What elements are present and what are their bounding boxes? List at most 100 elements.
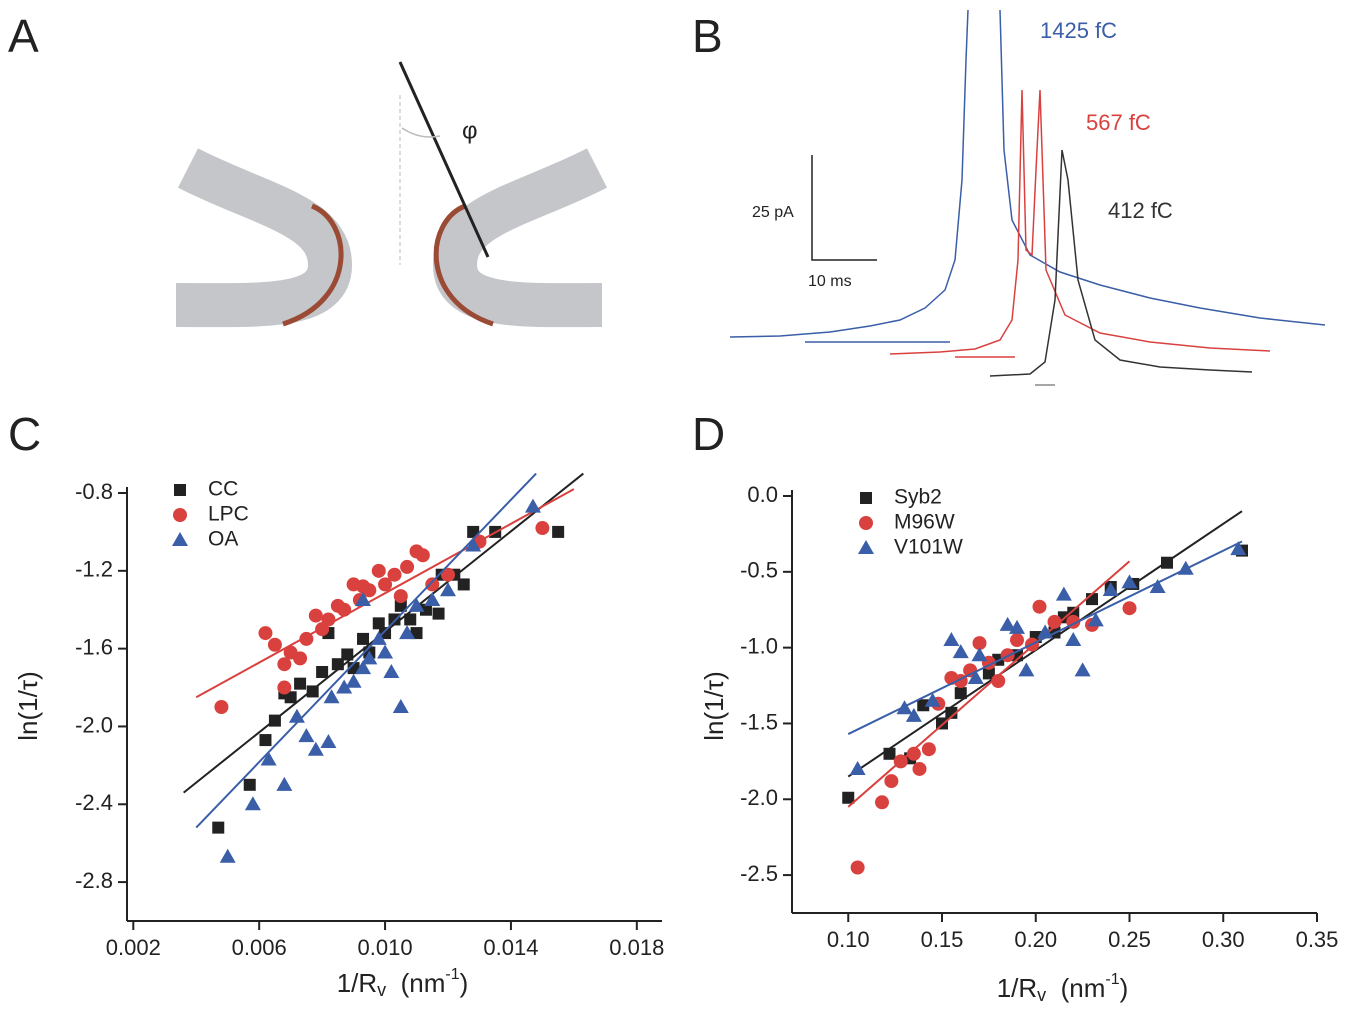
marker bbox=[399, 625, 416, 640]
marker bbox=[924, 692, 941, 707]
diagram-a: φ bbox=[175, 61, 608, 328]
marker bbox=[999, 616, 1016, 631]
marker bbox=[1009, 619, 1025, 634]
x-axis-title-part: -1 bbox=[445, 966, 459, 983]
marker bbox=[214, 700, 229, 714]
membrane-right bbox=[432, 148, 608, 328]
marker bbox=[1087, 612, 1104, 627]
marker bbox=[465, 537, 482, 552]
x-axis-title-part: ) bbox=[460, 968, 469, 998]
x-axis-title-part: 1/R bbox=[997, 973, 1037, 1003]
x-axis-title-part: 1/R bbox=[337, 968, 377, 998]
x-axis-title-part: v bbox=[1037, 985, 1046, 1005]
marker bbox=[952, 644, 969, 659]
marker bbox=[308, 608, 323, 623]
x-tick-label: 0.018 bbox=[609, 935, 664, 960]
y-axis-title: ln(1/τ) bbox=[699, 671, 729, 741]
x-tick-label: 0.014 bbox=[483, 935, 538, 960]
legend-label: Syb2 bbox=[894, 486, 942, 509]
marker bbox=[260, 751, 277, 766]
marker bbox=[392, 699, 409, 713]
marker bbox=[991, 673, 1006, 688]
x-axis-title: 1/Rv (nm-1) bbox=[997, 971, 1129, 1005]
x-tick-label: 0.10 bbox=[827, 927, 870, 952]
marker bbox=[906, 746, 921, 761]
marker bbox=[316, 665, 329, 678]
trace bbox=[889, 89, 1271, 355]
fit-line bbox=[195, 472, 537, 829]
protein-left bbox=[282, 203, 344, 327]
protein-right bbox=[433, 203, 494, 327]
y-tick-label: -2.0 bbox=[740, 785, 778, 810]
marker bbox=[1055, 586, 1072, 601]
marker bbox=[377, 644, 394, 659]
panel-label: C bbox=[8, 408, 41, 460]
scale-bar bbox=[811, 155, 877, 261]
marker bbox=[432, 607, 445, 620]
legend-label: M96W bbox=[894, 511, 955, 534]
marker bbox=[372, 617, 385, 630]
marker bbox=[320, 734, 337, 749]
y-tick-label: -0.5 bbox=[740, 558, 778, 583]
marker bbox=[535, 521, 550, 536]
marker bbox=[336, 679, 353, 694]
marker bbox=[284, 691, 297, 704]
fit-line bbox=[195, 488, 575, 699]
marker bbox=[982, 667, 995, 680]
fit-line bbox=[847, 540, 1243, 735]
marker bbox=[294, 677, 307, 690]
marker bbox=[277, 657, 292, 672]
marker bbox=[371, 563, 386, 578]
marker bbox=[276, 776, 293, 791]
x-tick-label: 0.15 bbox=[921, 927, 964, 952]
y-tick-label: -2.4 bbox=[75, 790, 113, 815]
x-axis-title-part: ) bbox=[1120, 973, 1129, 1003]
x-axis-title-part: (nm bbox=[1046, 973, 1105, 1003]
x-tick-label: 0.25 bbox=[1108, 927, 1151, 952]
fit-line bbox=[847, 510, 1243, 778]
marker bbox=[905, 707, 922, 722]
x-axis-title-part: -1 bbox=[1105, 971, 1119, 988]
angle-line bbox=[398, 61, 490, 258]
y-tick-label: 0.0 bbox=[747, 482, 778, 507]
marker bbox=[259, 734, 272, 747]
marker bbox=[355, 660, 372, 675]
marker bbox=[341, 648, 354, 661]
membrane-left bbox=[175, 148, 353, 328]
marker bbox=[424, 592, 441, 606]
marker bbox=[1230, 541, 1247, 556]
marker bbox=[1047, 614, 1062, 629]
marker bbox=[850, 860, 865, 875]
marker bbox=[244, 796, 261, 811]
marker bbox=[400, 559, 415, 574]
marker bbox=[524, 498, 541, 513]
trace-label: 412 fC bbox=[1108, 198, 1173, 223]
marker bbox=[212, 821, 225, 834]
marker bbox=[267, 637, 282, 652]
marker bbox=[1149, 578, 1166, 593]
marker bbox=[419, 603, 432, 616]
marker bbox=[1032, 599, 1047, 614]
marker bbox=[219, 848, 236, 863]
marker bbox=[457, 578, 470, 591]
marker bbox=[842, 791, 855, 804]
y-tick-label: -1.5 bbox=[740, 709, 778, 734]
legend-label: V101W bbox=[894, 536, 963, 559]
x-tick-label: 0.30 bbox=[1202, 927, 1245, 952]
marker bbox=[408, 597, 425, 612]
marker bbox=[258, 626, 273, 641]
marker bbox=[849, 760, 866, 775]
marker bbox=[345, 673, 362, 688]
x-axis-title: 1/Rv (nm-1) bbox=[337, 966, 469, 1000]
y-tick-label: -1.6 bbox=[75, 634, 113, 659]
marker bbox=[859, 516, 873, 530]
marker bbox=[1121, 574, 1138, 589]
legend-label: OA bbox=[208, 528, 238, 551]
marker bbox=[972, 636, 987, 651]
marker bbox=[943, 632, 960, 647]
marker bbox=[917, 699, 930, 712]
marker bbox=[440, 582, 456, 597]
marker bbox=[378, 577, 393, 592]
x-tick-label: 0.20 bbox=[1014, 927, 1057, 952]
